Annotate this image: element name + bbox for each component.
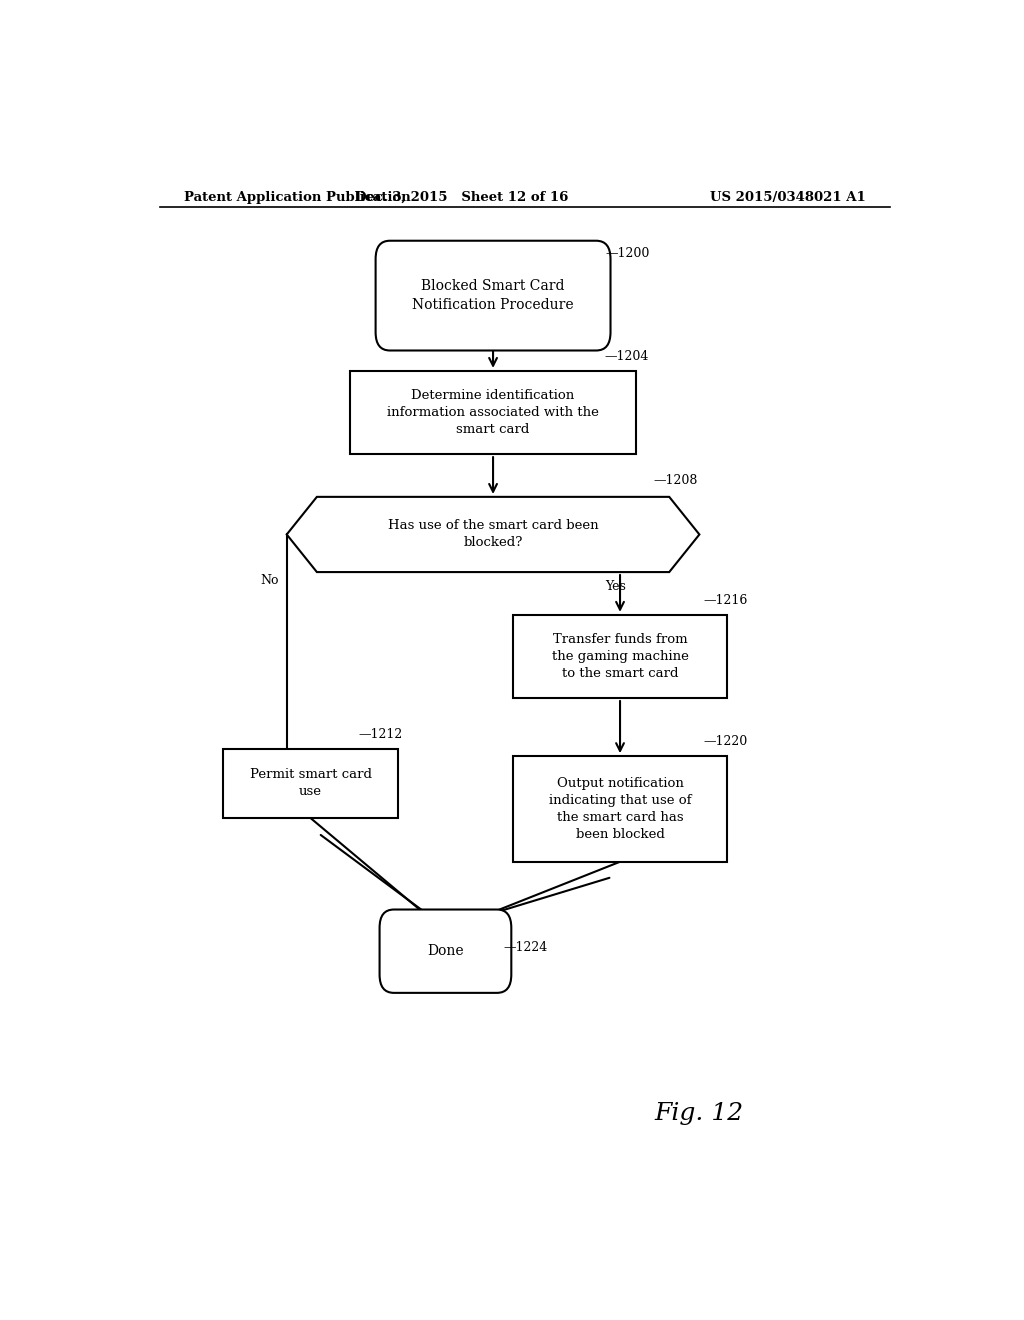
Text: No: No: [260, 574, 279, 586]
Text: Blocked Smart Card
Notification Procedure: Blocked Smart Card Notification Procedur…: [413, 280, 573, 312]
Text: Determine identification
information associated with the
smart card: Determine identification information ass…: [387, 389, 599, 436]
Text: —1224: —1224: [504, 941, 548, 953]
Text: Permit smart card
use: Permit smart card use: [250, 768, 372, 799]
Text: —1212: —1212: [358, 729, 402, 742]
Text: Fig. 12: Fig. 12: [654, 1102, 744, 1126]
Text: Transfer funds from
the gaming machine
to the smart card: Transfer funds from the gaming machine t…: [552, 632, 688, 680]
Text: —1216: —1216: [703, 594, 748, 607]
Bar: [350, 371, 636, 454]
Text: Yes: Yes: [605, 581, 627, 593]
FancyBboxPatch shape: [380, 909, 511, 993]
Text: Has use of the smart card been
blocked?: Has use of the smart card been blocked?: [388, 520, 598, 549]
Bar: [223, 748, 398, 818]
Text: Dec. 3, 2015   Sheet 12 of 16: Dec. 3, 2015 Sheet 12 of 16: [354, 190, 568, 203]
Text: —1204: —1204: [604, 350, 648, 363]
Text: US 2015/0348021 A1: US 2015/0348021 A1: [711, 190, 866, 203]
Text: Output notification
indicating that use of
the smart card has
been blocked: Output notification indicating that use …: [549, 777, 691, 841]
Bar: [513, 756, 727, 862]
FancyBboxPatch shape: [376, 240, 610, 351]
Text: Patent Application Publication: Patent Application Publication: [183, 190, 411, 203]
Text: —1220: —1220: [703, 735, 748, 748]
Text: —1200: —1200: [606, 247, 650, 260]
Polygon shape: [287, 496, 699, 572]
Bar: [513, 615, 727, 698]
Text: Done: Done: [427, 944, 464, 958]
Text: —1208: —1208: [653, 474, 697, 487]
